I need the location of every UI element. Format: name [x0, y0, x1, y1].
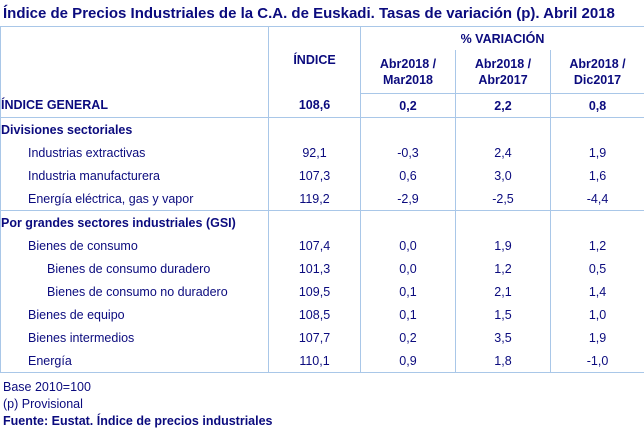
row-bienes-de-equipo: Bienes de equipo 108,5 0,1 1,5 1,0: [0, 303, 644, 326]
row-label: Bienes de consumo no duradero: [0, 280, 269, 303]
note-provisional: (p) Provisional: [3, 397, 83, 411]
index-value: 92,1: [268, 141, 361, 164]
row-label: Energía: [0, 349, 269, 373]
row-bienes-de-consumo-duradero: Bienes de consumo duradero 101,3 0,0 1,2…: [0, 257, 644, 280]
index-value: 107,3: [268, 164, 361, 187]
row-energia: Energía 110,1 0,9 1,8 -1,0: [0, 349, 644, 373]
row-industrias-extractivas: Industrias extractivas 92,1 -0,3 2,4 1,9: [0, 141, 644, 164]
variation-value: 1,9: [455, 234, 551, 257]
row-bienes-de-consumo: Bienes de consumo 107,4 0,0 1,9 1,2: [0, 234, 644, 257]
period-header-abr2018-mar2018: Abr2018 / Mar2018: [360, 50, 456, 94]
row-label: Bienes de consumo: [0, 234, 269, 257]
variation-value: -1,0: [549, 349, 644, 373]
row-label: Industrias extractivas: [0, 141, 269, 164]
row-energia-electrica-gas-y-vapor: Energía eléctrica, gas y vapor 119,2 -2,…: [0, 187, 644, 211]
period-header-abr2018-abr2017: Abr2018 / Abr2017: [455, 50, 551, 94]
variation-value: 0,6: [360, 164, 456, 187]
index-value: [268, 117, 361, 141]
variation-value: 2,2: [455, 93, 551, 118]
variation-value: [549, 210, 644, 234]
variation-value: [455, 117, 551, 141]
section-divisiones-sectoriales: Divisiones sectoriales: [0, 117, 644, 141]
corner-empty-cell: [0, 26, 269, 94]
row-indice-general: ÍNDICE GENERAL 108,6 0,2 2,2 0,8: [0, 93, 644, 118]
row-label: ÍNDICE GENERAL: [0, 93, 269, 118]
row-label: Bienes de equipo: [0, 303, 269, 326]
variation-value: 1,5: [455, 303, 551, 326]
section-label: Por grandes sectores industriales (GSI): [0, 210, 269, 234]
variation-group-header: % VARIACIÓN: [359, 26, 644, 50]
index-value: 110,1: [268, 349, 361, 373]
index-value: 109,5: [268, 280, 361, 303]
variation-value: 1,0: [549, 303, 644, 326]
variation-value: -0,3: [360, 141, 456, 164]
index-value: 108,5: [268, 303, 361, 326]
variation-value: [360, 117, 456, 141]
variation-value: 1,2: [455, 257, 551, 280]
page-title: Índice de Precios Industriales de la C.A…: [3, 5, 615, 22]
index-value: 119,2: [268, 187, 361, 211]
row-label: Bienes intermedios: [0, 326, 269, 349]
section-grandes-sectores-industriales: Por grandes sectores industriales (GSI): [0, 210, 644, 234]
variation-value: 1,9: [549, 141, 644, 164]
variation-value: [455, 210, 551, 234]
index-value: 108,6: [268, 93, 361, 118]
note-base: Base 2010=100: [3, 380, 91, 394]
table-header: ÍNDICE % VARIACIÓN Abr2018 / Mar2018 Abr…: [0, 26, 644, 94]
row-bienes-de-consumo-no-duradero: Bienes de consumo no duradero 109,5 0,1 …: [0, 280, 644, 303]
variation-value: -2,5: [455, 187, 551, 211]
industrial-price-index-table: ÍNDICE % VARIACIÓN Abr2018 / Mar2018 Abr…: [0, 26, 644, 373]
row-industria-manufacturera: Industria manufacturera 107,3 0,6 3,0 1,…: [0, 164, 644, 187]
variation-value: 0,0: [360, 234, 456, 257]
row-label: Energía eléctrica, gas y vapor: [0, 187, 269, 211]
variation-value: 1,8: [455, 349, 551, 373]
note-source: Fuente: Eustat. Índice de precios indust…: [3, 414, 273, 428]
variation-value: 2,4: [455, 141, 551, 164]
index-column-header: ÍNDICE: [268, 26, 361, 94]
variation-value: 0,8: [549, 93, 644, 118]
index-value: [268, 210, 361, 234]
variation-value: 0,1: [360, 303, 456, 326]
variation-value: 0,9: [360, 349, 456, 373]
variation-value: 0,0: [360, 257, 456, 280]
variation-value: 1,2: [549, 234, 644, 257]
variation-value: -2,9: [360, 187, 456, 211]
row-bienes-intermedios: Bienes intermedios 107,7 0,2 3,5 1,9: [0, 326, 644, 349]
row-label: Bienes de consumo duradero: [0, 257, 269, 280]
variation-value: 0,1: [360, 280, 456, 303]
variation-value: 2,1: [455, 280, 551, 303]
index-value: 107,7: [268, 326, 361, 349]
period-header-abr2018-dic2017: Abr2018 / Dic2017: [549, 50, 644, 94]
variation-value: 3,5: [455, 326, 551, 349]
variation-value: -4,4: [549, 187, 644, 211]
variation-value: 1,9: [549, 326, 644, 349]
section-label: Divisiones sectoriales: [0, 117, 269, 141]
variation-value: 0,2: [360, 326, 456, 349]
variation-value: 1,6: [549, 164, 644, 187]
variation-value: [360, 210, 456, 234]
table-footnotes: Base 2010=100 (p) Provisional Fuente: Eu…: [0, 373, 644, 430]
row-label: Industria manufacturera: [0, 164, 269, 187]
index-value: 101,3: [268, 257, 361, 280]
variation-value: [549, 117, 644, 141]
index-value: 107,4: [268, 234, 361, 257]
variation-value: 0,5: [549, 257, 644, 280]
variation-value: 0,2: [360, 93, 456, 118]
variation-value: 3,0: [455, 164, 551, 187]
variation-value: 1,4: [549, 280, 644, 303]
